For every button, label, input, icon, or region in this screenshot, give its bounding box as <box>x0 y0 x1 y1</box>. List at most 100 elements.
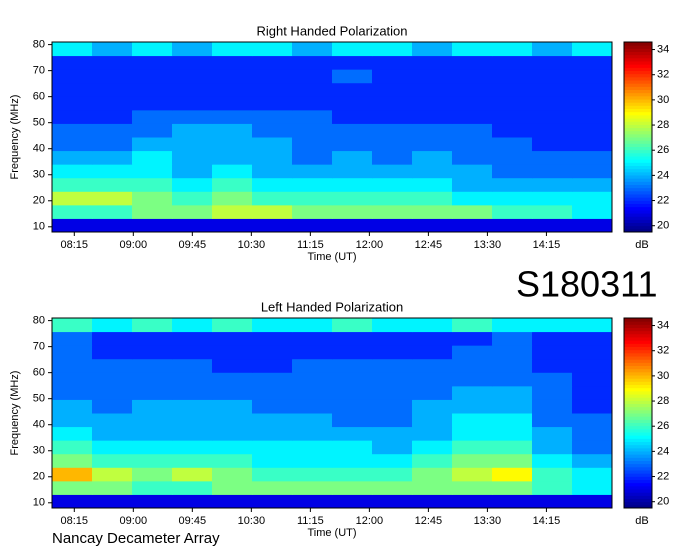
heat-cell <box>92 372 133 387</box>
heat-cell <box>52 345 93 360</box>
colorbar-step <box>624 83 652 87</box>
colorbar-step <box>624 76 652 81</box>
colorbar-step <box>624 368 652 373</box>
colorbar-step <box>624 118 652 122</box>
heat-cell <box>372 453 413 468</box>
heat-cell <box>132 345 173 360</box>
heat-cell <box>372 385 413 400</box>
heat-cell <box>212 191 253 206</box>
colorbar-step <box>624 349 652 354</box>
heat-cell <box>412 494 453 509</box>
heat-cell <box>92 123 133 138</box>
heat-cell <box>172 331 213 346</box>
y-axis-label: Frequency (MHz) <box>9 371 21 456</box>
heat-cell <box>92 331 133 346</box>
colorbar-step <box>624 209 652 214</box>
heat-cell <box>412 177 453 192</box>
colorbar-step <box>624 400 652 404</box>
heat-cell <box>172 177 213 192</box>
heat-cell <box>292 55 333 70</box>
colorbar-tick-label: 26 <box>657 144 669 156</box>
heat-cell <box>412 164 453 179</box>
heat-cell <box>132 177 173 192</box>
heat-cell <box>372 109 413 124</box>
heat-cell <box>332 42 373 57</box>
colorbar-step <box>624 54 652 59</box>
x-axis-label: Time (UT) <box>307 527 356 539</box>
colorbar-tick-label: 30 <box>657 370 669 382</box>
heat-cell <box>92 164 133 179</box>
colorbar-step <box>624 80 652 84</box>
heat-cell <box>372 55 413 70</box>
heat-cell <box>132 413 173 428</box>
heat-cell <box>572 385 613 400</box>
heat-cell <box>92 218 133 233</box>
colorbar-step <box>624 352 652 357</box>
colorbar-step <box>624 200 652 204</box>
heat-cell <box>292 150 333 165</box>
heat-cell <box>332 318 373 333</box>
heat-cell <box>452 82 493 97</box>
colorbar-step <box>624 409 652 414</box>
heat-cell <box>412 109 453 124</box>
heat-cell <box>292 109 333 124</box>
heat-cell <box>412 318 453 333</box>
heat-cell <box>292 385 333 400</box>
heat-cell <box>332 191 373 206</box>
heat-cell <box>292 69 333 84</box>
colorbar-step <box>624 73 652 78</box>
heat-cell <box>372 96 413 111</box>
heat-cell <box>452 204 493 219</box>
colorbar-step <box>624 501 652 506</box>
heat-cell <box>532 358 573 373</box>
colorbar-tick-label: 26 <box>657 420 669 432</box>
heat-cell <box>492 426 533 441</box>
heat-cell <box>292 480 333 495</box>
colorbar-step <box>624 482 652 487</box>
heat-cell <box>492 69 533 84</box>
heat-cell <box>172 372 213 387</box>
heat-cell <box>372 358 413 373</box>
heat-cell <box>92 318 133 333</box>
heat-cell <box>52 440 93 455</box>
heat-cell <box>332 426 373 441</box>
colorbar-step <box>624 441 652 446</box>
y-tick-label: 70 <box>33 65 45 77</box>
heat-cell <box>52 42 93 57</box>
heat-cell <box>412 345 453 360</box>
heat-cell <box>132 218 173 233</box>
heat-cell <box>412 42 453 57</box>
heat-cell <box>492 177 533 192</box>
heat-cell <box>572 69 613 84</box>
heat-cell <box>172 385 213 400</box>
colorbar-step <box>624 359 652 363</box>
heat-cell <box>532 164 573 179</box>
heat-cell <box>292 96 333 111</box>
heat-cell <box>52 204 93 219</box>
heat-cell <box>252 150 293 165</box>
colorbar-tick-label: 22 <box>657 470 669 482</box>
heat-cell <box>372 191 413 206</box>
heat-cell <box>292 494 333 509</box>
y-tick-label: 60 <box>33 91 45 103</box>
colorbar-step <box>624 48 652 52</box>
colorbar-step <box>624 102 652 106</box>
heat-cell <box>372 137 413 152</box>
colorbar-step <box>624 337 652 341</box>
colorbar-step <box>624 447 652 452</box>
heat-cell <box>92 191 133 206</box>
heat-cell <box>92 42 133 57</box>
heat-cell <box>532 109 573 124</box>
colorbar-step <box>624 42 652 46</box>
heat-cell <box>212 385 253 400</box>
heat-cell <box>412 385 453 400</box>
heat-cell <box>212 218 253 233</box>
heat-cell <box>172 467 213 482</box>
colorbar-step <box>624 175 652 179</box>
heat-cell <box>572 372 613 387</box>
heat-cell <box>132 385 173 400</box>
heat-cell <box>532 480 573 495</box>
colorbar-step <box>624 216 652 220</box>
heat-cell <box>252 413 293 428</box>
heat-cell <box>172 191 213 206</box>
